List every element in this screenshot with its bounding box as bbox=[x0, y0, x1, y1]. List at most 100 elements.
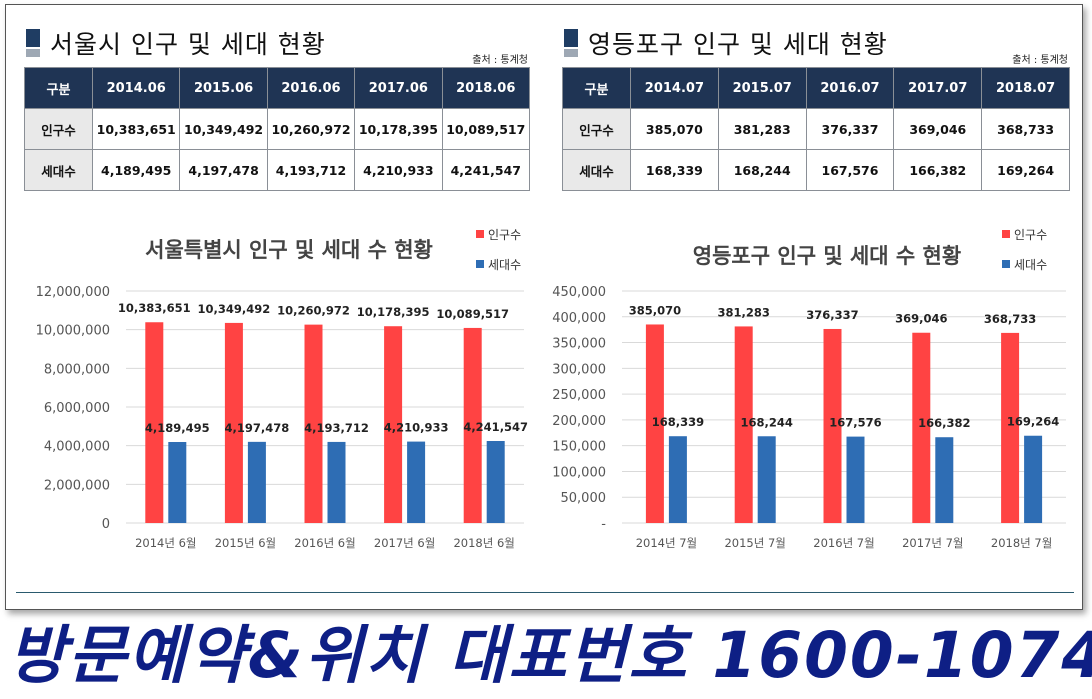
data-label: 168,244 bbox=[741, 415, 793, 429]
legend-swatch bbox=[476, 260, 484, 268]
y-tick-label: 50,000 bbox=[561, 491, 607, 506]
population-bar bbox=[645, 324, 664, 523]
data-label: 4,193,712 bbox=[304, 421, 369, 435]
table-row: 세대수 4,189,495 4,197,478 4,193,712 4,210,… bbox=[24, 149, 531, 191]
households-bar bbox=[327, 441, 346, 523]
table-row: 세대수 168,339 168,244 167,576 166,382 169,… bbox=[562, 149, 1070, 191]
table-cell: 168,339 bbox=[630, 149, 719, 191]
y-tick-label: 6,000,000 bbox=[44, 401, 110, 416]
x-tick-label: 2018년 7월 bbox=[991, 536, 1052, 550]
table-header-cell: 2016.07 bbox=[805, 67, 895, 109]
y-tick-label: 12,000,000 bbox=[36, 285, 110, 300]
data-label: 369,046 bbox=[895, 312, 947, 326]
chart-title: 영등포구 인구 및 세대 수 현황 bbox=[693, 244, 961, 268]
seoul-title: 서울시 인구 및 세대 현황 bbox=[50, 30, 326, 59]
x-tick-label: 2018년 6월 bbox=[453, 536, 514, 550]
population-bar bbox=[1001, 332, 1020, 523]
y-tick-label: 150,000 bbox=[552, 440, 606, 455]
x-tick-label: 2015년 7월 bbox=[724, 536, 785, 550]
yeongdeungpo-source: 출처 : 통계청 bbox=[1012, 55, 1068, 66]
row-label: 세대수 bbox=[24, 149, 93, 191]
legend-swatch bbox=[476, 230, 484, 238]
data-label: 4,197,478 bbox=[225, 421, 290, 435]
population-bar bbox=[734, 326, 753, 523]
table-header-cell: 2015.07 bbox=[717, 67, 807, 109]
table-cell: 4,193,712 bbox=[266, 149, 356, 191]
table-cell: 10,260,972 bbox=[266, 108, 356, 150]
households-bar bbox=[247, 441, 266, 523]
yeongdeungpo-title: 영등포구 인구 및 세대 현황 bbox=[588, 30, 888, 59]
households-bar bbox=[486, 440, 505, 523]
data-label: 167,576 bbox=[829, 416, 881, 430]
table-cell: 376,337 bbox=[805, 108, 895, 150]
table-cell: 4,210,933 bbox=[354, 149, 443, 191]
y-tick-label: 350,000 bbox=[552, 337, 606, 352]
data-label: 166,382 bbox=[918, 416, 970, 430]
table-header-cell: 2015.06 bbox=[179, 67, 268, 109]
data-label: 4,210,933 bbox=[384, 421, 449, 435]
y-tick-label: 450,000 bbox=[552, 285, 606, 300]
table-header-row: 구분 2014.06 2015.06 2016.06 2017.06 2018.… bbox=[24, 67, 531, 109]
y-tick-label: 10,000,000 bbox=[36, 324, 110, 339]
data-label: 4,241,547 bbox=[463, 420, 528, 434]
table-cell: 4,189,495 bbox=[91, 149, 181, 191]
population-bar bbox=[463, 327, 482, 523]
y-tick-label: 300,000 bbox=[552, 362, 606, 377]
legend-label: 인구수 bbox=[1014, 228, 1047, 242]
y-tick-label: 100,000 bbox=[552, 465, 606, 480]
table-header-cell: 2017.06 bbox=[354, 67, 443, 109]
table-cell: 368,733 bbox=[981, 108, 1070, 150]
households-bar bbox=[1024, 435, 1043, 523]
table-header-cell: 2014.06 bbox=[91, 67, 181, 109]
x-tick-label: 2017년 6월 bbox=[374, 536, 435, 550]
table-header-cell: 2014.07 bbox=[630, 67, 719, 109]
households-bar bbox=[407, 441, 426, 523]
data-label: 10,349,492 bbox=[198, 302, 271, 316]
x-tick-label: 2014년 7월 bbox=[636, 536, 697, 550]
seoul-title-row: 서울시 인구 및 세대 현황 출처 : 통계청 bbox=[24, 25, 530, 66]
table-cell: 166,382 bbox=[893, 149, 983, 191]
table-header-cell: 구분 bbox=[562, 67, 631, 109]
y-tick-label: 250,000 bbox=[552, 388, 606, 403]
table-header-row: 구분 2014.07 2015.07 2016.07 2017.07 2018.… bbox=[562, 67, 1070, 109]
y-tick-label: - bbox=[601, 517, 606, 532]
title-bullet-icon bbox=[564, 29, 578, 57]
row-label: 세대수 bbox=[562, 149, 631, 191]
table-header-cell: 2016.06 bbox=[266, 67, 356, 109]
seoul-chart: 서울특별시 인구 및 세대 수 현황 인구수 세대수 0 2,000,000 4,000,… bbox=[24, 223, 530, 563]
contact-banner: 방문예약&위치 대표번호 1600-1074 bbox=[8, 619, 1092, 692]
report-frame: 서울시 인구 및 세대 현황 출처 : 통계청 구분 2014.06 2015.… bbox=[5, 4, 1083, 610]
chart-title: 서울특별시 인구 및 세대 수 현황 bbox=[145, 238, 433, 262]
table-header-cell: 2017.07 bbox=[893, 67, 983, 109]
data-label: 10,260,972 bbox=[277, 304, 350, 318]
y-tick-label: 2,000,000 bbox=[44, 478, 110, 493]
population-bar bbox=[145, 322, 164, 523]
legend-label: 세대수 bbox=[488, 258, 521, 272]
table-cell: 10,178,395 bbox=[354, 108, 443, 150]
table-cell: 4,197,478 bbox=[179, 149, 268, 191]
table-cell: 10,383,651 bbox=[91, 108, 181, 150]
table-cell: 385,070 bbox=[630, 108, 719, 150]
x-tick-label: 2016년 6월 bbox=[294, 536, 355, 550]
households-bar bbox=[935, 437, 954, 523]
table-cell: 369,046 bbox=[893, 108, 983, 150]
table-cell: 381,283 bbox=[717, 108, 807, 150]
y-tick-label: 400,000 bbox=[552, 311, 606, 326]
yeongdeungpo-chart: 영등포구 인구 및 세대 수 현황 인구수 세대수 - 50,000 100,000 150… bbox=[552, 223, 1070, 563]
households-bar bbox=[846, 436, 865, 523]
legend-swatch bbox=[1002, 230, 1010, 238]
data-label: 4,189,495 bbox=[145, 421, 210, 435]
table-row: 인구수 385,070 381,283 376,337 369,046 368,… bbox=[562, 108, 1070, 150]
bottom-divider bbox=[16, 592, 1074, 593]
title-bullet-icon bbox=[26, 29, 40, 57]
households-bar bbox=[668, 436, 687, 523]
x-tick-label: 2014년 6월 bbox=[135, 536, 196, 550]
y-tick-label: 8,000,000 bbox=[44, 362, 110, 377]
table-row: 인구수 10,383,651 10,349,492 10,260,972 10,… bbox=[24, 108, 531, 150]
data-label: 10,383,651 bbox=[118, 301, 191, 315]
data-label: 10,178,395 bbox=[357, 305, 430, 319]
yeongdeungpo-table: 구분 2014.07 2015.07 2016.07 2017.07 2018.… bbox=[562, 67, 1070, 191]
table-cell: 169,264 bbox=[981, 149, 1070, 191]
population-bar bbox=[912, 332, 931, 523]
